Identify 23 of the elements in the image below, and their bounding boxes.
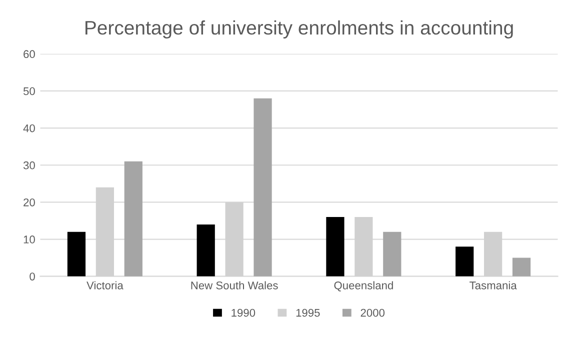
y-tick-label: 30 <box>23 161 35 170</box>
x-tick-label: Queensland <box>334 281 393 292</box>
x-tick-label: Victoria <box>86 281 124 290</box>
y-tick-label: 20 <box>24 198 35 206</box>
legend-label: 1990 <box>232 308 256 317</box>
y-tick-label: 0 <box>30 272 35 280</box>
bar <box>254 98 272 276</box>
y-tick-label: 40 <box>23 124 35 132</box>
bar <box>196 224 215 276</box>
y-tick-label: 10 <box>24 236 35 244</box>
bar <box>67 232 86 276</box>
x-tick-label: Tasmania <box>470 281 517 290</box>
legend-label: 1995 <box>296 308 320 317</box>
bar <box>124 161 142 276</box>
legend-label: 2000 <box>360 308 385 317</box>
x-tick-label: New South Wales <box>191 281 278 290</box>
bar <box>456 246 474 276</box>
y-tick-label: 60 <box>24 50 35 58</box>
chart-title: Percentage of university enrolments in accounting <box>86 20 513 39</box>
y-tick-label: 50 <box>23 87 35 96</box>
bar <box>326 217 344 276</box>
bar <box>383 232 402 276</box>
bar <box>512 258 531 276</box>
